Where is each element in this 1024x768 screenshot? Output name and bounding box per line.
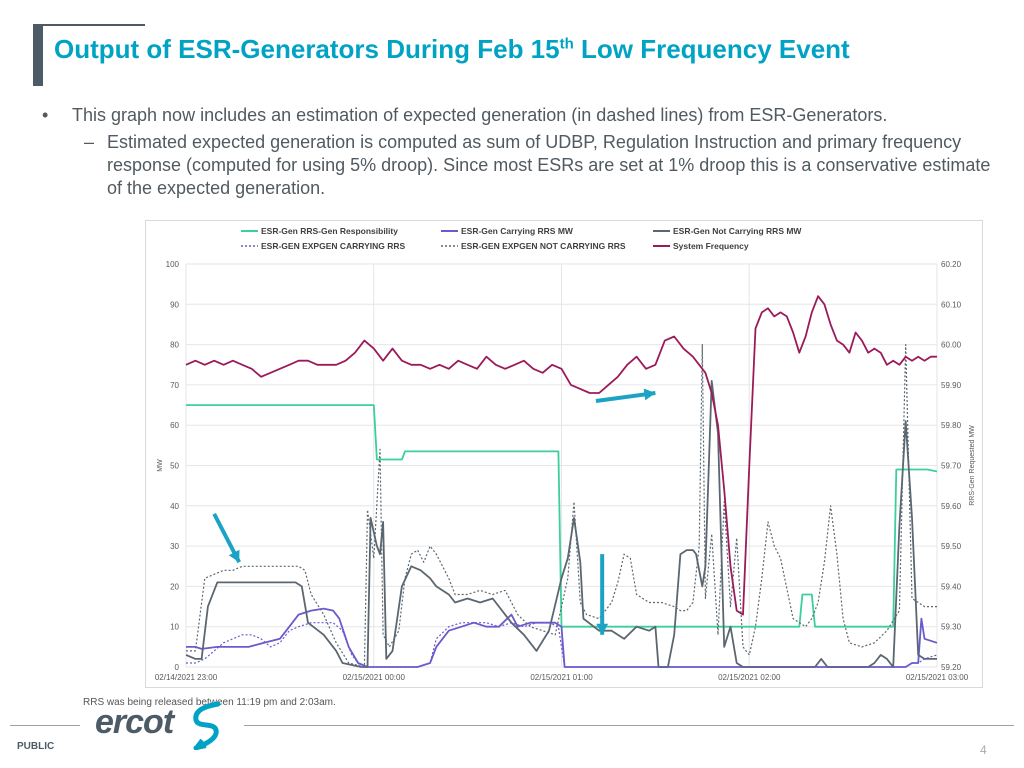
- annotation-arrow-head: [228, 549, 240, 563]
- y2-axis-label: RRS-Gen Requested MW: [969, 425, 976, 506]
- bullet-item: • This graph now includes an estimation …: [42, 104, 1002, 127]
- y-tick-label: 30: [170, 542, 179, 551]
- y-tick-label: 100: [166, 260, 180, 269]
- x-tick-label: 02/15/2021 00:00: [343, 673, 406, 682]
- x-tick-label: 02/14/2021 23:00: [155, 673, 218, 682]
- y2-tick-label: 59.80: [941, 421, 962, 430]
- chart-frame: 0 59.20 10 59.30 20 59.40 30 59.50 40 59.60 50 59.7…: [145, 220, 983, 688]
- ercot-logo-icon: [193, 701, 221, 750]
- x-tick-label: 02/15/2021 01:00: [530, 673, 593, 682]
- footer-rule-right: [244, 725, 1014, 726]
- title-superscript: th: [559, 35, 574, 53]
- x-tick-label: 02/15/2021 03:00: [906, 673, 969, 682]
- y-axis-label: MW: [157, 459, 164, 472]
- annotation-arrow-head: [643, 388, 656, 401]
- y-tick-label: 70: [170, 381, 179, 390]
- y2-tick-label: 60.20: [941, 260, 962, 269]
- series-line-carrying-expgen: [186, 622, 938, 668]
- y-tick-label: 20: [170, 582, 179, 591]
- title-accent-bar: [33, 24, 43, 86]
- bullet-dot: •: [42, 105, 49, 125]
- legend-label: ESR-Gen RRS-Gen Responsibility: [261, 226, 398, 236]
- bullet-text: This graph now includes an estimation of…: [72, 105, 888, 125]
- slide-title: Output of ESR-Generators During Feb 15th…: [54, 34, 850, 64]
- title-accent-rule: [43, 24, 145, 26]
- y-tick-label: 60: [170, 421, 179, 430]
- legend-label: ESR-Gen Carrying RRS MW: [461, 226, 574, 236]
- y2-tick-label: 59.50: [941, 542, 962, 551]
- y-tick-label: 0: [175, 663, 180, 672]
- series-line-responsibility: [186, 404, 938, 628]
- y-tick-label: 40: [170, 502, 179, 511]
- page-number: 4: [980, 743, 987, 757]
- y-tick-label: 10: [170, 623, 179, 632]
- series-line-frequency: [185, 295, 937, 616]
- sub-bullet-item: – Estimated expected generation is compu…: [42, 131, 1002, 200]
- y2-tick-label: 60.10: [941, 300, 962, 309]
- y-tick-label: 90: [170, 300, 179, 309]
- annotation-arrow-head: [596, 623, 609, 635]
- y-tick-label: 50: [170, 462, 179, 471]
- legend-label: ESR-GEN EXPGEN NOT CARRYING RRS: [461, 241, 626, 251]
- sub-bullet-dash: –: [84, 132, 95, 152]
- y-tick-label: 80: [170, 341, 179, 350]
- x-tick-label: 02/15/2021 02:00: [718, 673, 781, 682]
- public-label: PUBLIC: [17, 741, 55, 752]
- y2-tick-label: 60.00: [941, 341, 962, 350]
- y2-tick-label: 59.40: [941, 582, 962, 591]
- bullet-list: • This graph now includes an estimation …: [42, 104, 1002, 200]
- footnote: RRS was being released between 11:19 pm …: [83, 697, 336, 708]
- y2-tick-label: 59.30: [941, 623, 962, 632]
- footer-rule-left: [10, 725, 80, 726]
- legend-label: ESR-Gen Not Carrying RRS MW: [673, 226, 802, 236]
- series-line-not_carrying: [185, 380, 937, 668]
- ercot-logo: ercot: [95, 703, 174, 741]
- esr-output-chart: 0 59.20 10 59.30 20 59.40 30 59.50 40 59.60 50 59.7…: [155, 226, 976, 682]
- y2-tick-label: 59.70: [941, 462, 962, 471]
- y2-tick-label: 59.20: [941, 663, 962, 672]
- y2-tick-label: 59.90: [941, 381, 962, 390]
- y2-tick-label: 59.60: [941, 502, 962, 511]
- sub-bullet-text: Estimated expected generation is compute…: [107, 132, 991, 198]
- legend-label: ESR-GEN EXPGEN CARRYING RRS: [261, 241, 406, 251]
- legend-label: System Frequency: [673, 241, 749, 251]
